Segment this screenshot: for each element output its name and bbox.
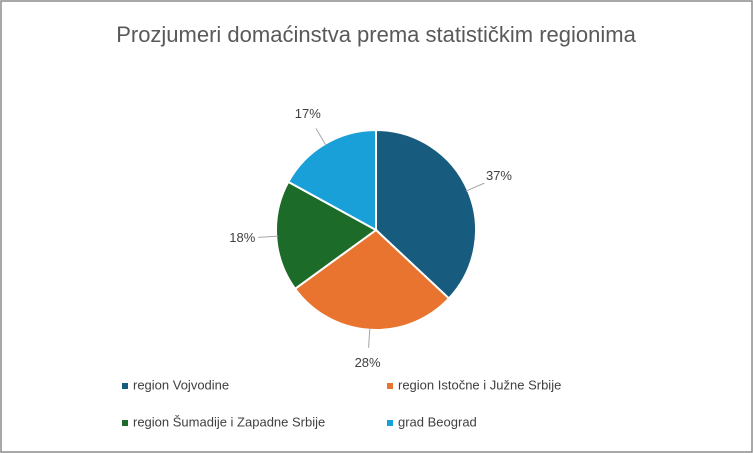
data-label: 37% [486, 168, 512, 183]
legend-label: region Šumadije i Zapadne Srbije [133, 414, 325, 429]
legend-swatch [122, 420, 128, 426]
leader-line [465, 182, 485, 192]
leader-line [315, 128, 327, 146]
chart-title: Prozjumeri domaćinstva prema statistički… [116, 22, 636, 47]
legend-label: region Istočne i Južne Srbije [398, 377, 561, 392]
leader-line [258, 235, 279, 238]
leader-line [368, 327, 371, 348]
legend-swatch [387, 420, 393, 426]
data-label: 18% [229, 230, 255, 245]
legend-swatch [122, 383, 128, 389]
data-label: 28% [355, 355, 381, 370]
data-label: 17% [295, 106, 321, 121]
legend-label: grad Beograd [398, 414, 477, 429]
legend-label: region Vojvodine [133, 377, 229, 392]
legend-swatch [387, 383, 393, 389]
